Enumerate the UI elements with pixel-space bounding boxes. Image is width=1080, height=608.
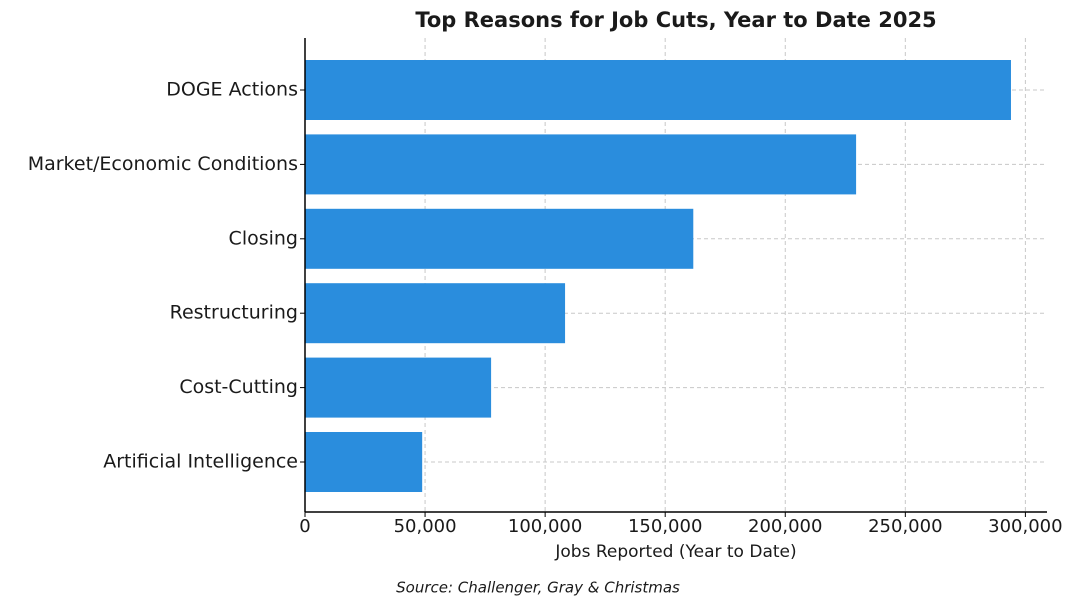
y-tick-label: Closing [229, 227, 298, 249]
bar [305, 60, 1011, 120]
y-tick-label: Cost-Cutting [179, 376, 298, 398]
x-tick-label: 200,000 [748, 516, 822, 537]
bar [305, 208, 694, 269]
x-tick-label: 0 [299, 516, 310, 537]
bar [305, 283, 566, 344]
x-tick-label: 250,000 [868, 516, 942, 537]
y-tick-label: Market/Economic Conditions [28, 153, 298, 175]
x-axis-label: Jobs Reported (Year to Date) [554, 542, 796, 562]
source-note: Source: Challenger, Gray & Christmas [396, 579, 680, 597]
x-tick-label: 150,000 [628, 516, 702, 537]
x-tick-label: 50,000 [394, 516, 457, 537]
x-tick-label: 100,000 [508, 516, 582, 537]
bar [305, 134, 857, 195]
bar [305, 432, 423, 492]
bar [305, 357, 492, 418]
y-tick-label: DOGE Actions [166, 79, 298, 101]
x-tick-label: 300,000 [988, 516, 1062, 537]
y-tick-label: Artificial Intelligence [103, 451, 298, 473]
y-tick-label: Restructuring [170, 302, 298, 324]
chart-title: Top Reasons for Job Cuts, Year to Date 2… [415, 8, 936, 32]
